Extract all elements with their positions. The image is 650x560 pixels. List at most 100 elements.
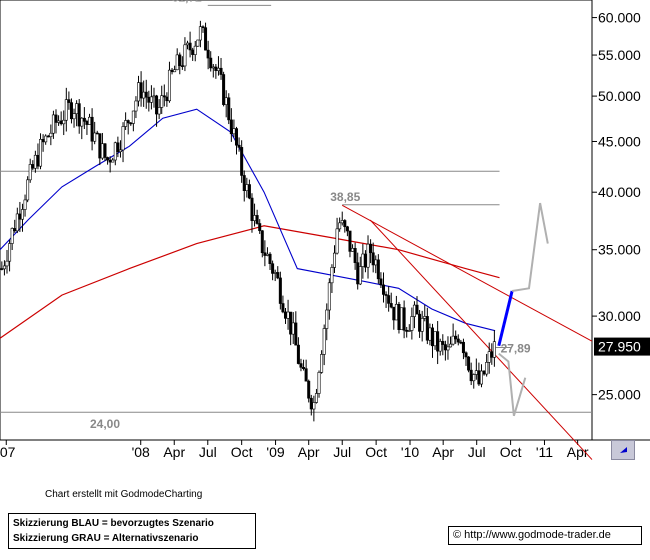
candle-body	[20, 209, 24, 220]
candle-body	[103, 143, 107, 158]
candle-body	[304, 368, 308, 382]
candle-body	[430, 327, 434, 347]
candle-body	[263, 252, 267, 256]
candle-body	[428, 327, 432, 341]
candle-body	[85, 121, 89, 125]
candle-body	[265, 253, 269, 256]
candle-body	[211, 66, 215, 69]
candle-body	[474, 370, 478, 375]
candle-body	[124, 120, 128, 127]
candle-body	[90, 116, 94, 142]
candle-body	[320, 354, 324, 373]
candle-body	[193, 45, 197, 55]
candle-body	[49, 132, 53, 138]
candle-body	[167, 69, 171, 102]
candle-body	[325, 309, 329, 329]
candle-body	[152, 95, 156, 98]
candle-body	[348, 230, 352, 252]
current-price-box	[594, 337, 650, 356]
candle-body	[327, 282, 331, 311]
candle-body	[69, 102, 73, 120]
trend-line	[341, 204, 593, 342]
candle-body	[13, 228, 17, 232]
candle-body	[284, 311, 288, 319]
candle-body	[335, 228, 339, 254]
candle-body	[482, 370, 486, 375]
candle-body	[165, 96, 169, 102]
y-tick-label: 50.000	[598, 88, 641, 104]
candle-body	[51, 114, 55, 134]
candle-body	[235, 128, 239, 146]
candle-body	[170, 69, 174, 73]
scenario-path	[511, 202, 549, 292]
scenario-path	[498, 352, 527, 417]
candle-body	[464, 352, 468, 358]
candle-body	[273, 272, 277, 274]
candle-body	[472, 374, 476, 382]
candle-body	[289, 311, 293, 335]
candle-body	[407, 330, 411, 332]
legend-gray-text: Skizzierung GRAU = Alternativszenario	[13, 533, 199, 544]
y-tick-label: 30.000	[598, 308, 641, 324]
chart-credit: Chart erstellt mit GodmodeCharting	[45, 489, 203, 500]
candle-body	[451, 335, 455, 345]
candle-body	[245, 184, 249, 192]
candle-body	[191, 49, 195, 55]
candle-body	[423, 316, 427, 319]
x-tick-label: '08	[132, 444, 150, 460]
candle-body	[142, 91, 146, 99]
x-tick-label: '09	[266, 444, 284, 460]
candle-body	[31, 164, 35, 169]
candle-body	[410, 316, 414, 331]
candle-body	[178, 54, 182, 66]
candle-body	[80, 117, 84, 127]
candle-body	[23, 199, 27, 210]
candle-body	[479, 370, 483, 385]
candle-body	[198, 26, 202, 41]
x-tick-label: Apr	[567, 444, 589, 460]
level-label: 61,72	[172, 0, 202, 4]
candle-body	[392, 306, 396, 321]
scenario-path	[497, 290, 514, 347]
x-tick-label: Oct	[231, 444, 253, 460]
candle-body	[299, 363, 303, 368]
candle-body	[111, 159, 115, 163]
chart-nav-button[interactable]	[611, 440, 635, 460]
candle-body	[356, 262, 360, 285]
candle-body	[405, 329, 409, 332]
x-tick-label: Oct	[365, 444, 387, 460]
candle-body	[121, 126, 125, 151]
candle-body	[95, 132, 99, 135]
x-tick-label: Apr	[298, 444, 320, 460]
candle-body	[281, 303, 285, 313]
candle-body	[41, 139, 45, 143]
candle-body	[10, 228, 14, 244]
candle-body	[75, 103, 79, 114]
level-label: 38,85	[330, 190, 360, 204]
candle-body	[278, 277, 282, 304]
legend-blue-text: Skizzierung BLAU = bevorzugtes Szenario	[13, 518, 214, 529]
candle-body	[157, 107, 161, 115]
candle-body	[186, 42, 190, 46]
candle-body	[8, 243, 12, 262]
source-url[interactable]: © http://www.godmode-trader.de	[448, 526, 642, 545]
candle-body	[28, 164, 32, 181]
x-tick-label: Jul	[333, 444, 351, 460]
candle-body	[64, 99, 68, 121]
candle-body	[415, 304, 419, 315]
x-tick-label: Oct	[500, 444, 522, 460]
candle-body	[477, 370, 481, 385]
candle-body	[309, 397, 313, 410]
candle-body	[113, 142, 117, 161]
candle-body	[196, 39, 200, 47]
x-tick-label: '07	[0, 444, 16, 460]
candle-body	[173, 69, 177, 73]
candle-body	[461, 341, 465, 354]
candle-body	[67, 99, 71, 103]
candle-body	[376, 259, 380, 280]
candle-body	[129, 122, 133, 125]
x-tick-label: '11	[536, 444, 553, 460]
candle-body	[144, 91, 148, 98]
candle-body	[294, 322, 298, 346]
candle-body	[219, 67, 223, 75]
